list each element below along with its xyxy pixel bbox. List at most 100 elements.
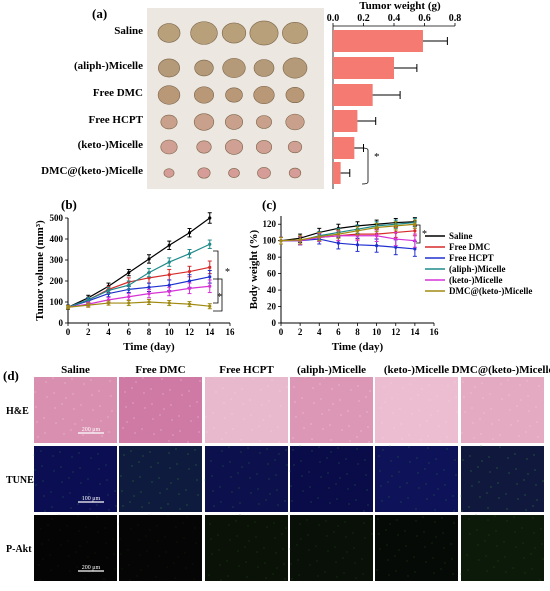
tumor-specimen [196,140,212,154]
texture-speck [344,521,346,523]
texture-speck [45,381,47,383]
column-header: DMC@(keto-)Micelle [452,364,550,376]
texture-speck [342,557,344,559]
texture-speck [246,576,248,578]
texture-speck [197,494,199,496]
texture-speck [332,403,334,405]
texture-speck [367,426,369,428]
texture-speck [326,457,328,459]
texture-speck [396,519,398,521]
texture-speck [267,463,269,465]
texture-speck [80,482,82,484]
texture-speck [425,561,427,563]
texture-speck [220,501,222,503]
texture-speck [70,507,72,509]
texture-speck [421,388,423,390]
texture-speck [34,391,36,393]
histology-image [290,446,373,512]
bar-tick-label: 0.8 [449,13,462,24]
texture-speck [257,488,259,490]
texture-speck [132,480,134,482]
texture-speck [257,566,259,568]
histology-image [461,377,544,443]
texture-speck [290,485,292,487]
texture-speck [533,454,535,456]
texture-speck [340,414,342,416]
significance-star-a: * [374,151,380,163]
texture-speck [354,562,356,564]
texture-speck [106,557,108,559]
texture-speck [291,500,293,502]
tumor-specimen [157,23,181,43]
texture-speck [468,506,470,508]
row-label: Free HCPT [88,114,143,126]
texture-speck [522,542,524,544]
texture-speck [211,553,213,555]
tumor-specimen [190,21,218,45]
texture-speck [98,468,100,470]
texture-speck [174,577,176,579]
texture-speck [181,394,183,396]
texture-speck [536,499,538,501]
texture-speck [359,415,361,417]
texture-speck [487,507,489,509]
texture-speck [304,376,306,378]
texture-speck [225,432,227,434]
texture-speck [534,547,536,549]
texture-speck [533,532,535,534]
texture-speck [231,491,233,493]
texture-speck [519,384,521,386]
texture-speck [377,518,379,520]
texture-speck [108,431,110,433]
texture-speck [382,449,384,451]
texture-speck [283,563,285,565]
texture-speck [417,472,419,474]
texture-speck [348,503,350,505]
texture-speck [128,564,130,566]
texture-speck [427,447,429,449]
texture-speck [221,450,223,452]
y-tick-label: 400 [50,234,64,244]
texture-speck [435,458,437,460]
texture-speck [90,457,92,459]
texture-speck [105,542,107,544]
texture-speck [231,413,233,415]
texture-speck [252,378,254,380]
texture-speck [196,401,198,403]
tumor-weight-bar [333,110,358,132]
texture-speck [289,548,291,550]
texture-speck [357,463,359,465]
texture-speck [541,543,543,545]
texture-speck [418,487,420,489]
texture-speck [491,423,493,425]
texture-speck [268,400,270,402]
texture-speck [195,542,197,544]
texture-speck [204,401,206,403]
texture-speck [434,521,436,523]
texture-speck [302,490,304,492]
texture-speck [532,517,534,519]
texture-speck [485,555,487,557]
tumor-specimen [287,140,303,154]
tumor-specimen [288,167,302,179]
texture-speck [346,473,348,475]
y-tick-label: 300 [50,255,64,265]
texture-speck [525,509,527,511]
texture-speck [133,417,135,419]
series-line [67,217,211,308]
texture-speck [122,427,124,429]
texture-speck [75,551,77,553]
texture-speck [278,453,280,455]
texture-speck [413,556,415,558]
texture-speck [335,561,337,563]
texture-speck [434,509,436,511]
texture-speck [294,401,296,403]
texture-speck [62,418,64,420]
texture-speck [534,469,536,471]
bar-tick-label: 0.4 [388,13,401,24]
texture-speck [453,510,455,512]
texture-speck [184,552,186,554]
x-tick-label: 2 [86,327,91,337]
data-point [208,284,212,288]
texture-speck [389,523,391,525]
